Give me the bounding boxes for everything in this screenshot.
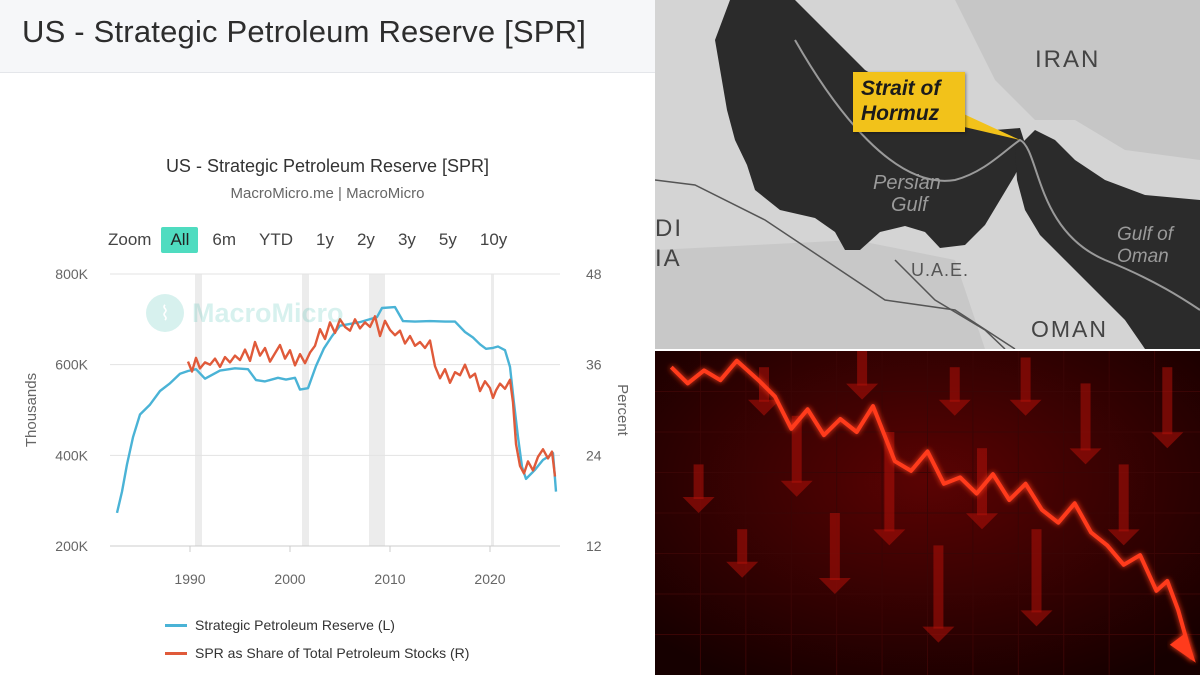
down-arrow-head-icon [1107, 529, 1140, 546]
zoom-1y-button[interactable]: 1y [316, 230, 334, 249]
down-arrow-head-icon [922, 626, 955, 643]
recession-band [491, 274, 494, 546]
zoom-5y-button[interactable]: 5y [438, 230, 457, 249]
page-header: US - Strategic Petroleum Reserve [SPR] [0, 0, 655, 73]
y-left-tick-label: 400K [55, 447, 88, 463]
x-tick-label: 2020 [474, 571, 505, 587]
down-arrow-icon [857, 351, 868, 386]
down-arrow-icon [1031, 529, 1042, 613]
image-collage: Strait of Hormuz IRAN Persian Gulf U.A.E… [655, 0, 1200, 675]
gulf-of-oman-line2: Oman [1117, 246, 1169, 267]
down-arrow-head-icon [682, 497, 715, 513]
strait-label: Strait of Hormuz [861, 76, 940, 126]
legend-label-share: SPR as Share of Total Petroleum Stocks (… [195, 645, 470, 661]
map-label-uae: U.A.E. [911, 260, 970, 280]
down-arrow-head-icon [873, 529, 906, 546]
gulf-of-oman-line1: Gulf of [1117, 224, 1173, 245]
down-arrow-icon [1020, 357, 1031, 402]
down-arrow-head-icon [938, 399, 971, 416]
legend-label-spr: Strategic Petroleum Reserve (L) [195, 617, 395, 633]
down-arrow-icon [977, 448, 987, 516]
legend-item-spr[interactable]: Strategic Petroleum Reserve (L) [165, 614, 469, 636]
y-left-axis-title: Thousands [23, 373, 40, 447]
series-line-share [186, 315, 557, 477]
legend-item-share[interactable]: SPR as Share of Total Petroleum Stocks (… [165, 642, 469, 664]
down-arrow-icon [737, 529, 748, 564]
zoom-2y-button[interactable]: 2y [356, 230, 375, 249]
y-right-tick-label: 48 [586, 266, 602, 282]
page-title: US - Strategic Petroleum Reserve [SPR] [22, 14, 587, 49]
strait-label-box: Strait of Hormuz [853, 72, 965, 132]
x-tick-label: 2010 [374, 571, 405, 587]
market-crash-image [655, 351, 1200, 675]
chart-legend: Strategic Petroleum Reserve (L) SPR as S… [165, 614, 469, 670]
macromicro-logo-icon: ⌇ [146, 294, 184, 332]
map-label-persian-gulf: Persian Gulf [873, 172, 941, 216]
y-right-axis-title: Percent [614, 384, 631, 437]
down-arrow-icon [791, 415, 802, 483]
down-arrow-icon [949, 367, 960, 402]
x-tick-label: 2000 [274, 571, 305, 587]
chart-title: US - Strategic Petroleum Reserve [SPR] [165, 156, 490, 176]
down-arrow-head-icon [1009, 399, 1042, 416]
down-arrow-head-icon [748, 399, 780, 416]
zoom-10y-button[interactable]: 10y [479, 230, 508, 249]
chart-subtitle: MacroMicro.me | MacroMicro [230, 185, 425, 202]
saudi-line1: DI [655, 215, 683, 242]
down-arrow-icon [1162, 367, 1173, 435]
down-arrow-icon [884, 432, 895, 532]
down-arrow-head-icon [726, 561, 759, 578]
y-left-tick-label: 800K [55, 266, 88, 282]
down-arrow-icon [693, 464, 704, 499]
strait-label-line2: Hormuz [861, 102, 940, 125]
map-label-iran: IRAN [1035, 46, 1101, 73]
zoom-ytd-button[interactable]: YTD [259, 230, 293, 249]
map-label-oman: OMAN [1031, 316, 1108, 342]
panel-divider [655, 349, 1200, 351]
watermark-text: MacroMicro [192, 297, 344, 328]
zoom-3y-button[interactable]: 3y [397, 230, 416, 249]
y-right-tick-label: 12 [586, 538, 602, 554]
legend-swatch-share [165, 651, 187, 655]
down-arrow-icon [933, 545, 944, 629]
recession-band [369, 274, 385, 546]
watermark: ⌇ MacroMicro [146, 294, 344, 332]
persian-gulf-line2: Gulf [891, 194, 928, 216]
down-arrow-head-icon [1151, 432, 1184, 449]
strait-label-line1: Strait of [861, 77, 941, 100]
crash-trend-line [669, 358, 1194, 660]
y-right-tick-label: 24 [586, 447, 602, 463]
crash-arrowhead-icon [1169, 632, 1196, 663]
map-label-gulf-of-oman: Gulf of Oman [1117, 224, 1173, 268]
series-line-spr [115, 305, 558, 514]
legend-swatch-spr [165, 623, 187, 627]
x-tick-label: 1990 [174, 571, 205, 587]
persian-gulf-line1: Persian [873, 172, 941, 194]
spr-chart: 200K 12 400K 24 600K 36 800K 48 1990 2000 2010 2020… [23, 266, 631, 587]
crash-graphic [655, 351, 1200, 675]
saudi-line2: IA [655, 245, 682, 272]
zoom-all-button[interactable]: All [161, 227, 199, 253]
down-arrow-head-icon [1020, 610, 1053, 627]
down-arrow-head-icon [818, 578, 851, 594]
down-arrow-icon [1118, 464, 1129, 532]
chart-panel: US - Strategic Petroleum Reserve [SPR] U… [0, 0, 655, 670]
down-arrow-icon [829, 513, 840, 580]
hormuz-map: Strait of Hormuz IRAN Persian Gulf U.A.E… [655, 0, 1200, 349]
down-arrow-head-icon [1069, 448, 1102, 465]
zoom-bar: Zoom All 6m YTD 1y 2y 3y 5y 10y [108, 226, 521, 254]
zoom-label: Zoom [108, 230, 152, 249]
down-arrow-head-icon [780, 480, 813, 497]
zoom-6m-button[interactable]: 6m [212, 230, 236, 249]
map-label-saudi: DI IA [655, 214, 683, 274]
map-graphic [655, 0, 1200, 349]
down-arrow-icon [1080, 383, 1091, 451]
recession-band [195, 274, 202, 546]
down-arrow-head-icon [846, 383, 879, 400]
down-arrow-head-icon [966, 513, 998, 530]
y-left-tick-label: 200K [55, 538, 88, 554]
y-right-tick-label: 36 [586, 357, 602, 373]
recession-band [302, 274, 309, 546]
y-left-tick-label: 600K [55, 357, 88, 373]
